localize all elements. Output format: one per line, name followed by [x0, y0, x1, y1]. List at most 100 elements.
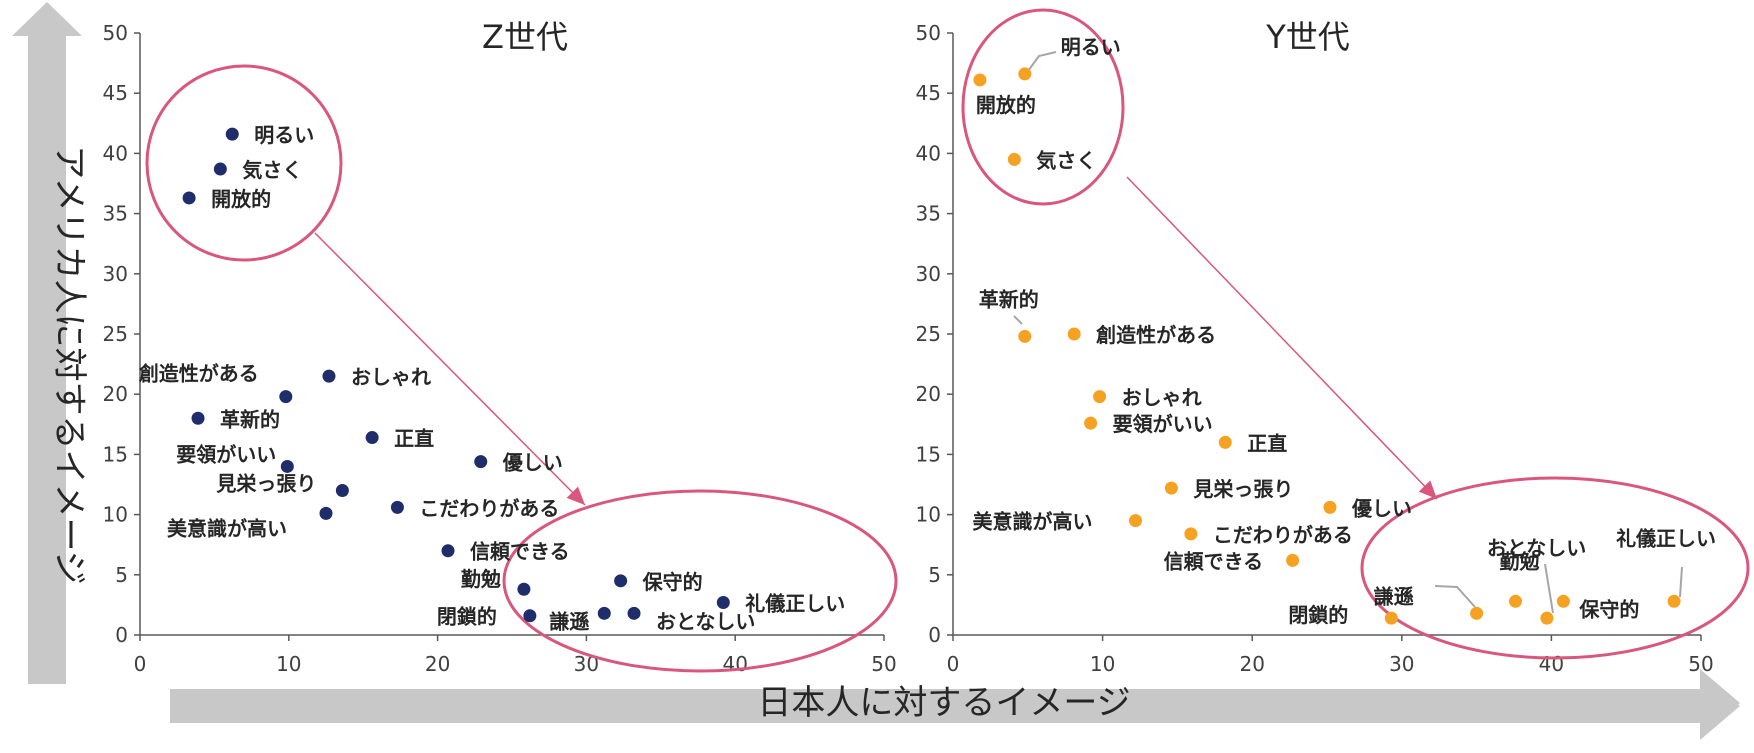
data-point — [1384, 611, 1398, 625]
chart-title: Y世代 — [1265, 18, 1350, 56]
data-point — [627, 606, 641, 620]
y-tick-label: 0 — [928, 623, 941, 647]
data-label: 要領がいい — [1113, 412, 1213, 436]
data-point — [1018, 67, 1032, 81]
data-label: 礼儀正しい — [745, 591, 845, 615]
y-tick-label: 45 — [916, 81, 941, 105]
data-label: 信頼できる — [1164, 549, 1264, 573]
data-label: 閉鎖的 — [437, 605, 497, 629]
data-label: 開放的 — [211, 187, 271, 211]
x-tick-label: 30 — [1389, 652, 1414, 676]
highlight-circle-lower — [502, 489, 898, 673]
data-label: 気さく — [242, 158, 302, 182]
data-label: 優しい — [1351, 496, 1412, 520]
y-tick-label: 45 — [103, 81, 128, 105]
data-point — [1129, 514, 1143, 528]
data-label: 革新的 — [220, 407, 280, 431]
y-tick-label: 35 — [103, 202, 128, 226]
leader-line — [1679, 566, 1683, 598]
data-point — [1286, 553, 1300, 567]
data-label: 礼儀正しい — [1616, 526, 1716, 550]
data-label: 正直 — [394, 427, 434, 451]
data-point — [474, 455, 488, 469]
y-tick-label: 10 — [103, 503, 128, 527]
data-label: 明るい — [1061, 35, 1121, 59]
data-label: 見栄っ張り — [216, 472, 316, 496]
data-point — [280, 459, 294, 473]
data-label: 謙遜 — [1374, 584, 1414, 608]
x-tick-label: 50 — [871, 652, 896, 676]
data-label: 信頼できる — [470, 540, 570, 564]
data-label: 創造性がある — [138, 362, 259, 386]
data-label: 明るい — [254, 123, 314, 147]
data-point — [335, 484, 349, 498]
data-point — [716, 595, 730, 609]
highlight-arrow-line — [314, 232, 586, 506]
data-label: 謙遜 — [549, 609, 589, 633]
y-tick-label: 40 — [103, 141, 128, 165]
x-tick-label: 40 — [1539, 652, 1564, 676]
data-point — [597, 606, 611, 620]
data-point — [614, 574, 628, 588]
leader-line — [1027, 51, 1057, 72]
data-point — [191, 411, 205, 425]
data-point — [1084, 416, 1098, 430]
data-label: 気さく — [1036, 148, 1096, 172]
y-tick-label: 5 — [115, 563, 128, 587]
y-tick-label: 0 — [115, 623, 128, 647]
leader-line — [1434, 585, 1476, 608]
data-label: 革新的 — [979, 287, 1039, 311]
x-tick-label: 50 — [1688, 652, 1713, 676]
y-tick-label: 20 — [916, 382, 941, 406]
data-label: おしゃれ — [351, 365, 431, 389]
y-tick-label: 20 — [103, 382, 128, 406]
x-tick-label: 10 — [1090, 652, 1115, 676]
y-tick-label: 50 — [916, 21, 941, 45]
data-label: 優しい — [502, 451, 563, 475]
data-label: 開放的 — [976, 93, 1036, 117]
data-label: 保守的 — [642, 570, 703, 594]
leader-line — [1544, 563, 1554, 614]
x-tick-label: 40 — [722, 652, 747, 676]
data-label: 要領がいい — [176, 442, 276, 466]
data-point — [225, 127, 239, 141]
data-point — [365, 431, 379, 445]
data-label: 勤勉 — [1499, 549, 1539, 573]
data-point — [1164, 481, 1178, 495]
data-label: 保守的 — [1578, 597, 1639, 621]
y-tick-label: 40 — [916, 141, 941, 165]
data-point — [517, 582, 531, 596]
highlight-arrow-line — [1126, 176, 1438, 500]
y-tick-label: 15 — [916, 442, 941, 466]
x-tick-label: 0 — [134, 652, 147, 676]
data-point — [441, 544, 455, 558]
data-point — [322, 369, 336, 383]
data-point — [1067, 327, 1081, 341]
x-axis-title: 日本人に対するイメージ — [757, 683, 1130, 723]
data-label: 創造性がある — [1095, 323, 1216, 347]
y-tick-label: 10 — [916, 503, 941, 527]
x-axis-big-arrow-body — [170, 689, 1702, 723]
data-label: こだわりがある — [1213, 523, 1353, 547]
highlight-circle-upper — [145, 64, 343, 262]
highlight-circle-lower — [1360, 476, 1750, 660]
data-label: 勤勉 — [461, 567, 501, 591]
data-point — [1184, 527, 1198, 541]
data-label: 見栄っ張り — [1193, 477, 1293, 501]
data-point — [1218, 435, 1232, 449]
data-label: 美意識が高い — [973, 510, 1093, 534]
highlight-arrow-head — [1418, 480, 1437, 499]
chart-panel-y: Y世代 0 5 10 15 20 25 30 35 40 45 50 0 10 20 30 40 50 明るい開放的… — [916, 8, 1750, 676]
highlight-arrow-head — [566, 486, 585, 505]
chart-title: Z世代 — [482, 18, 568, 56]
data-point — [1323, 500, 1337, 514]
data-point — [1556, 594, 1570, 608]
data-label: こだわりがある — [419, 496, 559, 520]
highlight-circle-upper — [961, 8, 1125, 206]
x-tick-label: 20 — [1239, 652, 1264, 676]
data-point — [182, 191, 196, 205]
data-point — [1667, 594, 1681, 608]
x-axis-big-arrow-head — [1700, 672, 1740, 740]
